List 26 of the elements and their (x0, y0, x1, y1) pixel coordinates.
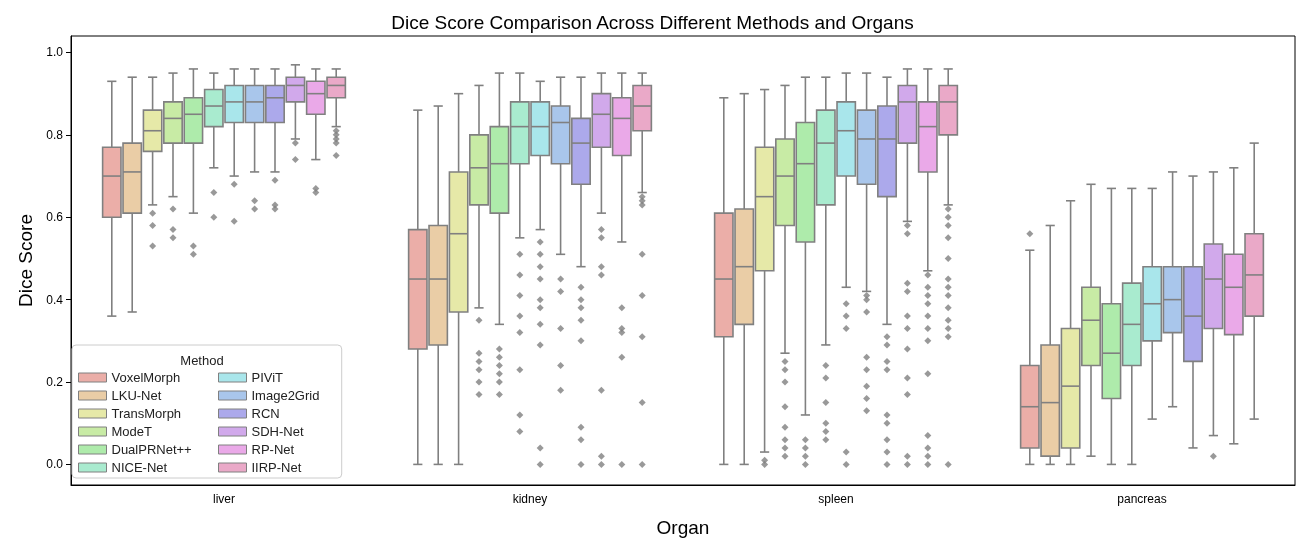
y-tick-label: 0.2 (46, 375, 64, 390)
legend-title: Method (180, 353, 224, 368)
legend-label: PIViT (251, 370, 284, 385)
y-axis-title: Dice Score (15, 214, 36, 307)
y-tick-label: 0.6 (46, 210, 64, 225)
legend-label: RCN (251, 406, 280, 421)
x-tick-label: kidney (512, 492, 548, 506)
y-tick-label: 0.8 (46, 127, 64, 142)
legend-label: RP-Net (251, 442, 295, 457)
legend-label: LKU-Net (111, 388, 162, 403)
legend-label: NICE-Net (111, 460, 168, 475)
legend-label: ModeT (111, 424, 153, 439)
chart-title: Dice Score Comparison Across Different Methods and Organs (391, 12, 914, 33)
x-tick-label: spleen (818, 492, 854, 506)
y-tick-label: 0.4 (46, 292, 64, 307)
y-tick-label: 1.0 (46, 45, 64, 60)
legend-label: IIRP-Net (251, 460, 302, 475)
legend-label: Image2Grid (251, 388, 320, 403)
legend-label: SDH-Net (251, 424, 304, 439)
x-axis-title: Organ (656, 517, 710, 538)
x-tick-label: liver (212, 492, 236, 506)
legend-label: VoxelMorph (111, 370, 181, 385)
y-tick-label: 0.0 (46, 457, 64, 472)
legend-label: DualPRNet++ (111, 442, 192, 457)
legend-label: TransMorph (111, 406, 182, 421)
x-tick-label: pancreas (1117, 492, 1167, 506)
